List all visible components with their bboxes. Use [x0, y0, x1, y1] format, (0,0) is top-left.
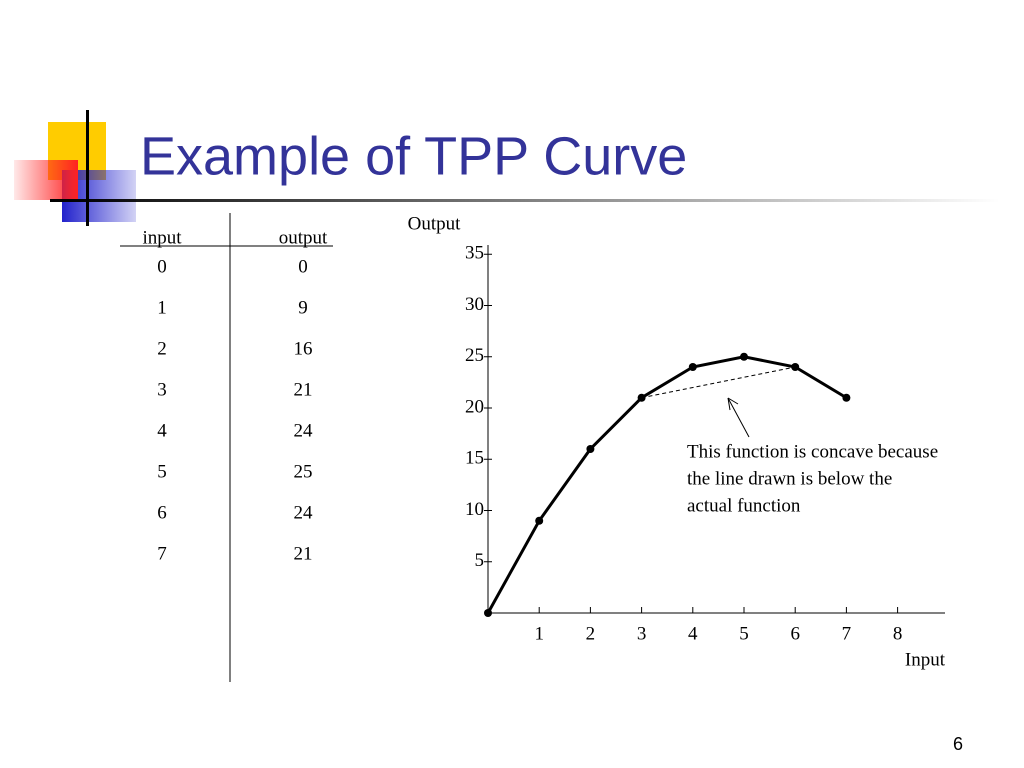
table-cell: 24: [294, 420, 314, 441]
table-cell: 21: [294, 379, 313, 400]
x-tick-label: 3: [637, 623, 647, 644]
chord: [641, 366, 796, 399]
point: [688, 363, 697, 371]
table-cell: 6: [157, 502, 167, 523]
x-tick-label: 8: [893, 623, 903, 644]
table-header: input: [142, 227, 182, 248]
x-tick-label: 5: [739, 623, 749, 644]
table-cell: 24: [294, 502, 314, 523]
page-number: 6: [953, 734, 963, 754]
point: [535, 516, 544, 525]
table-cell: 9: [298, 297, 308, 318]
curve: [486, 355, 848, 614]
y-tick-label: 30: [465, 294, 484, 315]
table-cell: 4: [157, 420, 167, 441]
point: [842, 393, 851, 402]
table-cell: 5: [157, 461, 167, 482]
x-tick-label: 4: [688, 623, 698, 644]
table-cell: 25: [294, 461, 313, 482]
table-cell: 21: [294, 543, 313, 564]
y-axis-label: Output: [408, 213, 462, 234]
slide-title: Example of TPP Curve: [140, 126, 687, 186]
x-tick-label: 1: [534, 623, 544, 644]
table-cell: 0: [298, 256, 308, 277]
x-axis-label: Input: [905, 649, 946, 670]
table-cell: 2: [157, 338, 167, 359]
point: [484, 609, 492, 617]
table-cell: 3: [157, 379, 167, 400]
table-cell: 0: [157, 256, 167, 277]
table-body: 0 0 1 9 2 16 3 21 4 24 5 25 6 24 7 21: [157, 256, 313, 564]
point: [586, 445, 595, 453]
annotation: the line drawn is below the: [687, 468, 892, 489]
annotation-arrow: [727, 397, 750, 438]
chart: Output Input 5 10 15 20 25 30 35 1 2 3 4 5 6 7 8 This f…: [408, 213, 946, 670]
y-tick-label: 10: [465, 499, 484, 520]
y-tick-label: 25: [465, 345, 484, 366]
table-cell: 7: [157, 543, 167, 564]
decoration: [14, 110, 1000, 226]
arrow-head: [727, 397, 739, 411]
x-tick-label: 2: [586, 623, 596, 644]
y-tick-label: 5: [475, 550, 485, 571]
table-header: output: [279, 227, 328, 248]
point: [740, 352, 748, 361]
table-cell: 1: [157, 297, 167, 318]
y-tick-label: 35: [465, 243, 484, 264]
y-tick-label: 15: [465, 448, 484, 469]
y-tick-label: 20: [465, 396, 484, 417]
x-tick-label: 6: [790, 623, 800, 644]
annotation: actual function: [687, 495, 801, 516]
x-tick-label: 7: [842, 623, 852, 644]
table-cell: 16: [294, 338, 313, 359]
annotation: This function is concave because: [687, 441, 938, 462]
